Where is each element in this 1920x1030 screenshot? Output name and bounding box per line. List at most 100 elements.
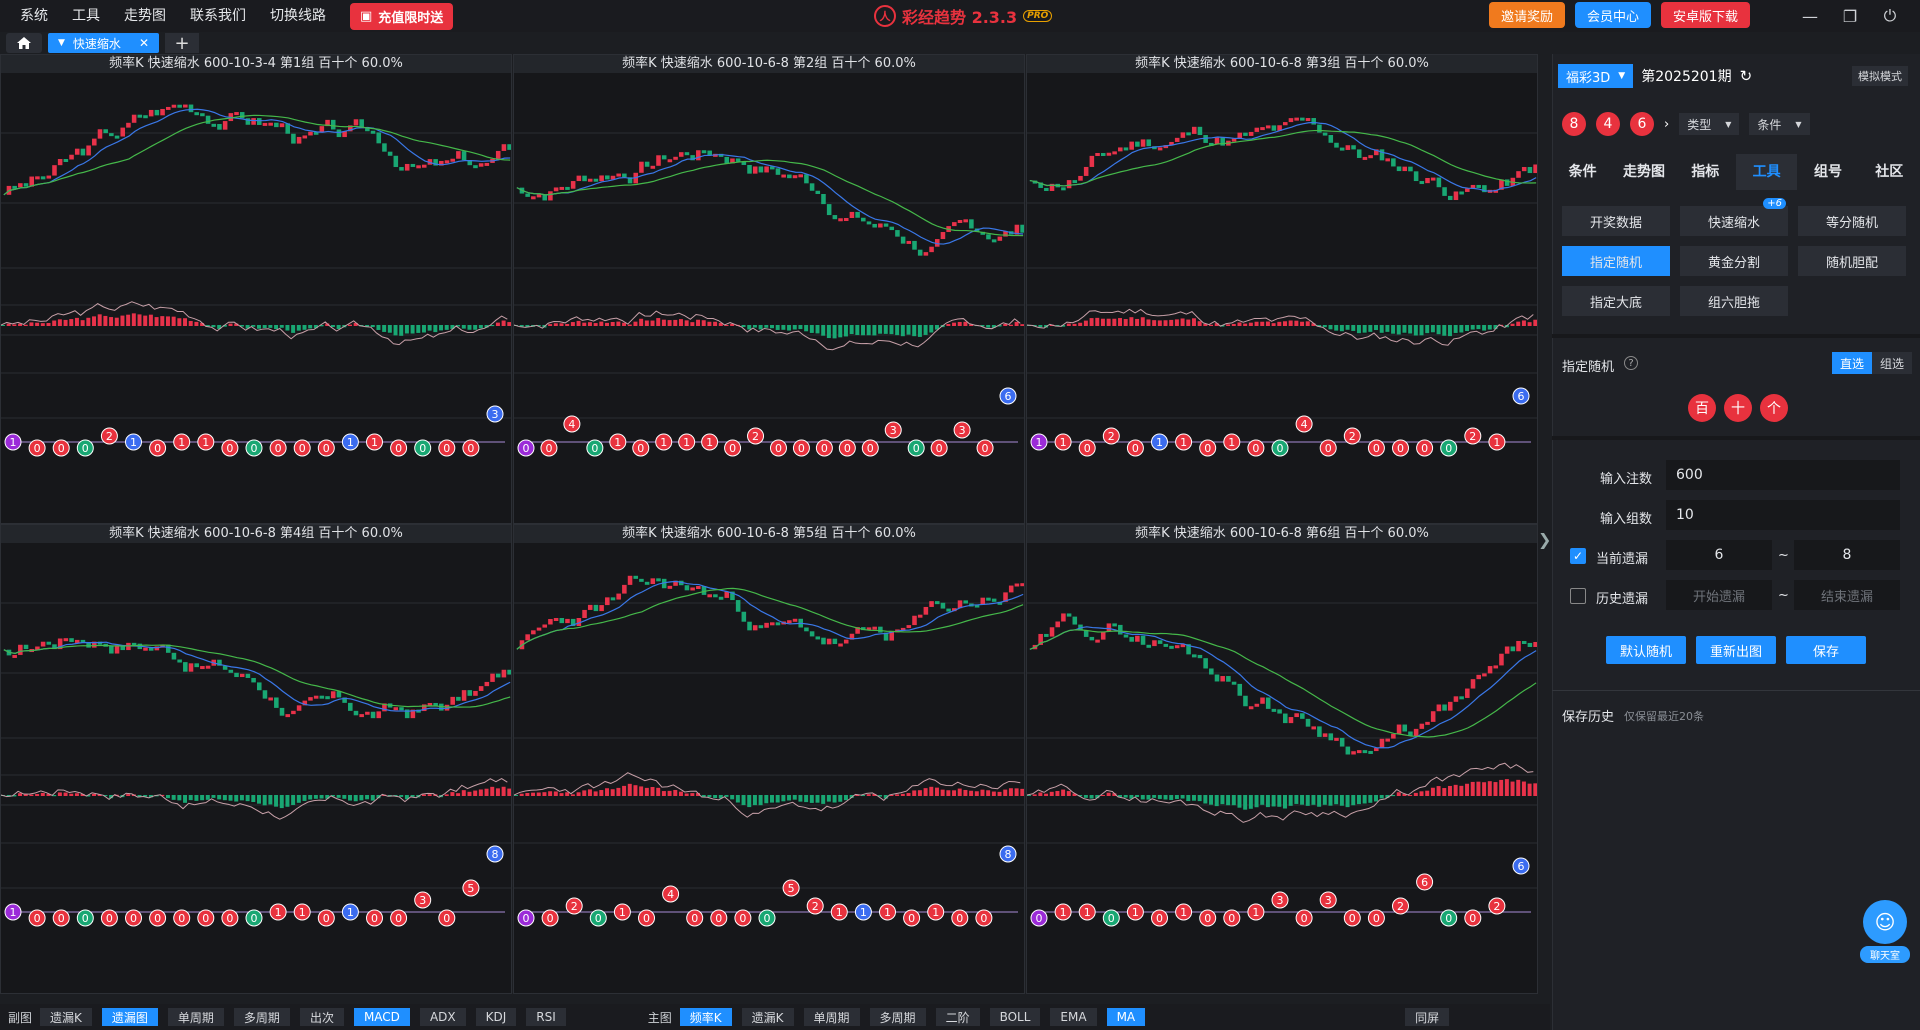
restore-icon[interactable]: ❐ bbox=[1842, 6, 1858, 26]
sub-chart-button[interactable]: ADX bbox=[419, 1008, 466, 1026]
main-chart-button[interactable]: 单周期 bbox=[803, 1008, 860, 1026]
history-miss-to-input[interactable]: 结束遗漏 bbox=[1794, 580, 1900, 610]
sidebar-tab[interactable]: 条件 bbox=[1568, 164, 1597, 180]
type-dropdown[interactable]: 类型 ▼ bbox=[1679, 113, 1740, 135]
macd-bar bbox=[63, 792, 68, 796]
k-bar bbox=[1391, 733, 1396, 739]
tool-button[interactable]: 快速缩水 +6 bbox=[1680, 198, 1788, 236]
group-count-input[interactable]: 10 bbox=[1666, 500, 1900, 530]
macd-bar bbox=[1152, 795, 1157, 798]
sub-chart-button[interactable]: RSI bbox=[526, 1008, 566, 1026]
current-miss-checkbox[interactable]: ✓ bbox=[1570, 548, 1586, 564]
chevron-right-icon[interactable]: ❯ bbox=[1538, 530, 1552, 549]
macd-bar bbox=[251, 795, 256, 803]
bet-count-input[interactable]: 600 bbox=[1666, 460, 1900, 490]
main-chart-button[interactable]: 遗漏K bbox=[741, 1008, 794, 1026]
sidebar-tab[interactable]: 工具 bbox=[1735, 154, 1798, 190]
mode-button[interactable]: 模拟模式 bbox=[1852, 66, 1908, 86]
history-miss-from-input[interactable]: 开始遗漏 bbox=[1666, 580, 1772, 610]
selection-mode-option[interactable]: 直选 bbox=[1832, 352, 1873, 374]
main-chart-button[interactable]: 二阶 bbox=[935, 1008, 980, 1026]
k-bar bbox=[205, 115, 211, 124]
refresh-icon[interactable]: ↻ bbox=[1739, 67, 1753, 85]
macd-bar bbox=[1066, 791, 1071, 796]
main-chart-button[interactable]: 频率K bbox=[679, 1008, 732, 1026]
chart-panel[interactable]: 频率K 快速缩水 600-10-6-8 第2组 百十个 60.0% 0 0 4 0 1 0 1… bbox=[513, 54, 1025, 524]
sub-chart-button[interactable]: 多周期 bbox=[233, 1008, 290, 1026]
sidebar-tab[interactable]: 走势图 bbox=[1622, 164, 1665, 180]
tool-label: 随机胆配 bbox=[1825, 255, 1878, 271]
condition-dropdown[interactable]: 条件 ▼ bbox=[1749, 113, 1810, 135]
sub-chart-button[interactable]: 遗漏图 bbox=[101, 1008, 158, 1026]
menu-switch-line[interactable]: 切换线路 bbox=[270, 8, 326, 24]
k-bar bbox=[217, 124, 222, 130]
position-button[interactable]: 个 bbox=[1760, 394, 1788, 422]
menu-system[interactable]: 系统 bbox=[20, 8, 48, 24]
chat-room-button[interactable]: ☺ 聊天室 bbox=[1860, 900, 1910, 970]
recharge-promo-button[interactable]: ▣ 充值限时送 bbox=[350, 2, 454, 30]
k-bar bbox=[109, 133, 114, 137]
sidebar-tab[interactable]: 组号 bbox=[1813, 164, 1842, 180]
current-miss-to-input[interactable]: 8 bbox=[1794, 540, 1900, 570]
default-random-button[interactable]: 默认随机 bbox=[1606, 636, 1686, 664]
position-button[interactable]: 百 bbox=[1688, 394, 1716, 422]
tab-fast-shrink[interactable]: ▼ 快速缩水 ✕ bbox=[48, 33, 159, 53]
selection-mode-option[interactable]: 组选 bbox=[1872, 352, 1913, 374]
group-count-label: 输入组数 bbox=[1600, 512, 1653, 527]
macd-bar bbox=[308, 795, 313, 800]
main-chart-button[interactable]: EMA bbox=[1050, 1008, 1097, 1026]
main-chart-button[interactable]: 多周期 bbox=[869, 1008, 926, 1026]
lottery-select[interactable]: 福彩3D ▼ bbox=[1558, 64, 1634, 88]
sidebar-tab[interactable]: 指标 bbox=[1691, 164, 1720, 180]
k-bar bbox=[849, 211, 855, 219]
sub-chart-button[interactable]: KDJ bbox=[475, 1008, 517, 1026]
k-bar bbox=[570, 181, 576, 189]
tool-button[interactable]: 开奖数据 bbox=[1562, 206, 1670, 236]
menu-tools[interactable]: 工具 bbox=[72, 8, 100, 24]
menu-trend[interactable]: 走势图 bbox=[124, 8, 166, 24]
macd-bar bbox=[490, 786, 495, 796]
redraw-button[interactable]: 重新出图 bbox=[1696, 636, 1776, 664]
add-tab-button[interactable]: + bbox=[165, 33, 199, 54]
sub-chart-button[interactable]: MACD bbox=[353, 1008, 410, 1026]
tool-button[interactable]: 随机胆配 bbox=[1798, 246, 1906, 276]
chart-panel[interactable]: 频率K 快速缩水 600-10-6-8 第4组 百十个 60.0% 1 0 0 0 0 0 0… bbox=[0, 524, 512, 994]
macd-bar bbox=[1203, 795, 1208, 804]
android-download-button[interactable]: 安卓版下载 bbox=[1660, 2, 1750, 28]
invite-reward-button[interactable]: 邀请奖励 bbox=[1488, 2, 1565, 28]
k-bar bbox=[1186, 132, 1191, 136]
sidebar-tab[interactable]: 社区 bbox=[1875, 164, 1904, 180]
chart-panel[interactable]: 频率K 快速缩水 600-10-3-4 第1组 百十个 60.0% 1 0 0 0 2 1 0… bbox=[0, 54, 512, 524]
help-icon[interactable]: ? bbox=[1624, 356, 1638, 370]
power-icon[interactable]: ⏻ bbox=[1883, 6, 1897, 25]
chart-panel[interactable]: 频率K 快速缩水 600-10-6-8 第3组 百十个 60.0% 1 1 0 2 0 1 1… bbox=[1026, 54, 1538, 524]
same-screen-button[interactable]: 同屏 bbox=[1405, 1008, 1450, 1026]
save-button[interactable]: 保存 bbox=[1786, 636, 1866, 664]
miss-ball bbox=[221, 909, 239, 927]
main-chart-button[interactable]: BOLL bbox=[989, 1008, 1041, 1026]
minimize-icon[interactable]: — bbox=[1802, 6, 1818, 26]
miss-ball-label: 1 bbox=[299, 906, 306, 919]
menu-contact[interactable]: 联系我们 bbox=[190, 8, 246, 24]
tool-button[interactable]: 黄金分割 bbox=[1680, 246, 1788, 276]
position-button[interactable]: 十 bbox=[1724, 394, 1752, 422]
member-center-button[interactable]: 会员中心 bbox=[1574, 2, 1651, 28]
current-miss-from-input[interactable]: 6 bbox=[1666, 540, 1772, 570]
chart-panel[interactable]: 频率K 快速缩水 600-10-6-8 第6组 百十个 60.0% 0 1 1 0 1 0 1… bbox=[1026, 524, 1538, 994]
chart-panel[interactable]: 频率K 快速缩水 600-10-6-8 第5组 百十个 60.0% 0 0 2 0 1 0 4… bbox=[513, 524, 1025, 994]
macd-bar bbox=[319, 325, 324, 327]
main-chart-button[interactable]: MA bbox=[1106, 1008, 1146, 1026]
sub-chart-button[interactable]: 遗漏K bbox=[40, 1008, 92, 1026]
home-icon[interactable] bbox=[6, 33, 42, 53]
sub-chart-button[interactable]: 单周期 bbox=[167, 1008, 224, 1026]
sub-chart-button[interactable]: 出次 bbox=[299, 1008, 344, 1026]
tool-button[interactable]: 指定随机 bbox=[1562, 246, 1670, 276]
tool-button[interactable]: 组六胆拖 bbox=[1680, 286, 1788, 316]
history-miss-checkbox[interactable] bbox=[1570, 588, 1586, 604]
tool-button[interactable]: 指定大底 bbox=[1562, 286, 1670, 316]
tool-button[interactable]: 等分随机 bbox=[1798, 206, 1906, 236]
k-bar bbox=[1032, 180, 1038, 184]
close-icon[interactable]: ✕ bbox=[138, 36, 149, 50]
macd-bar bbox=[861, 795, 866, 797]
chevron-right-icon[interactable]: › bbox=[1664, 116, 1670, 132]
